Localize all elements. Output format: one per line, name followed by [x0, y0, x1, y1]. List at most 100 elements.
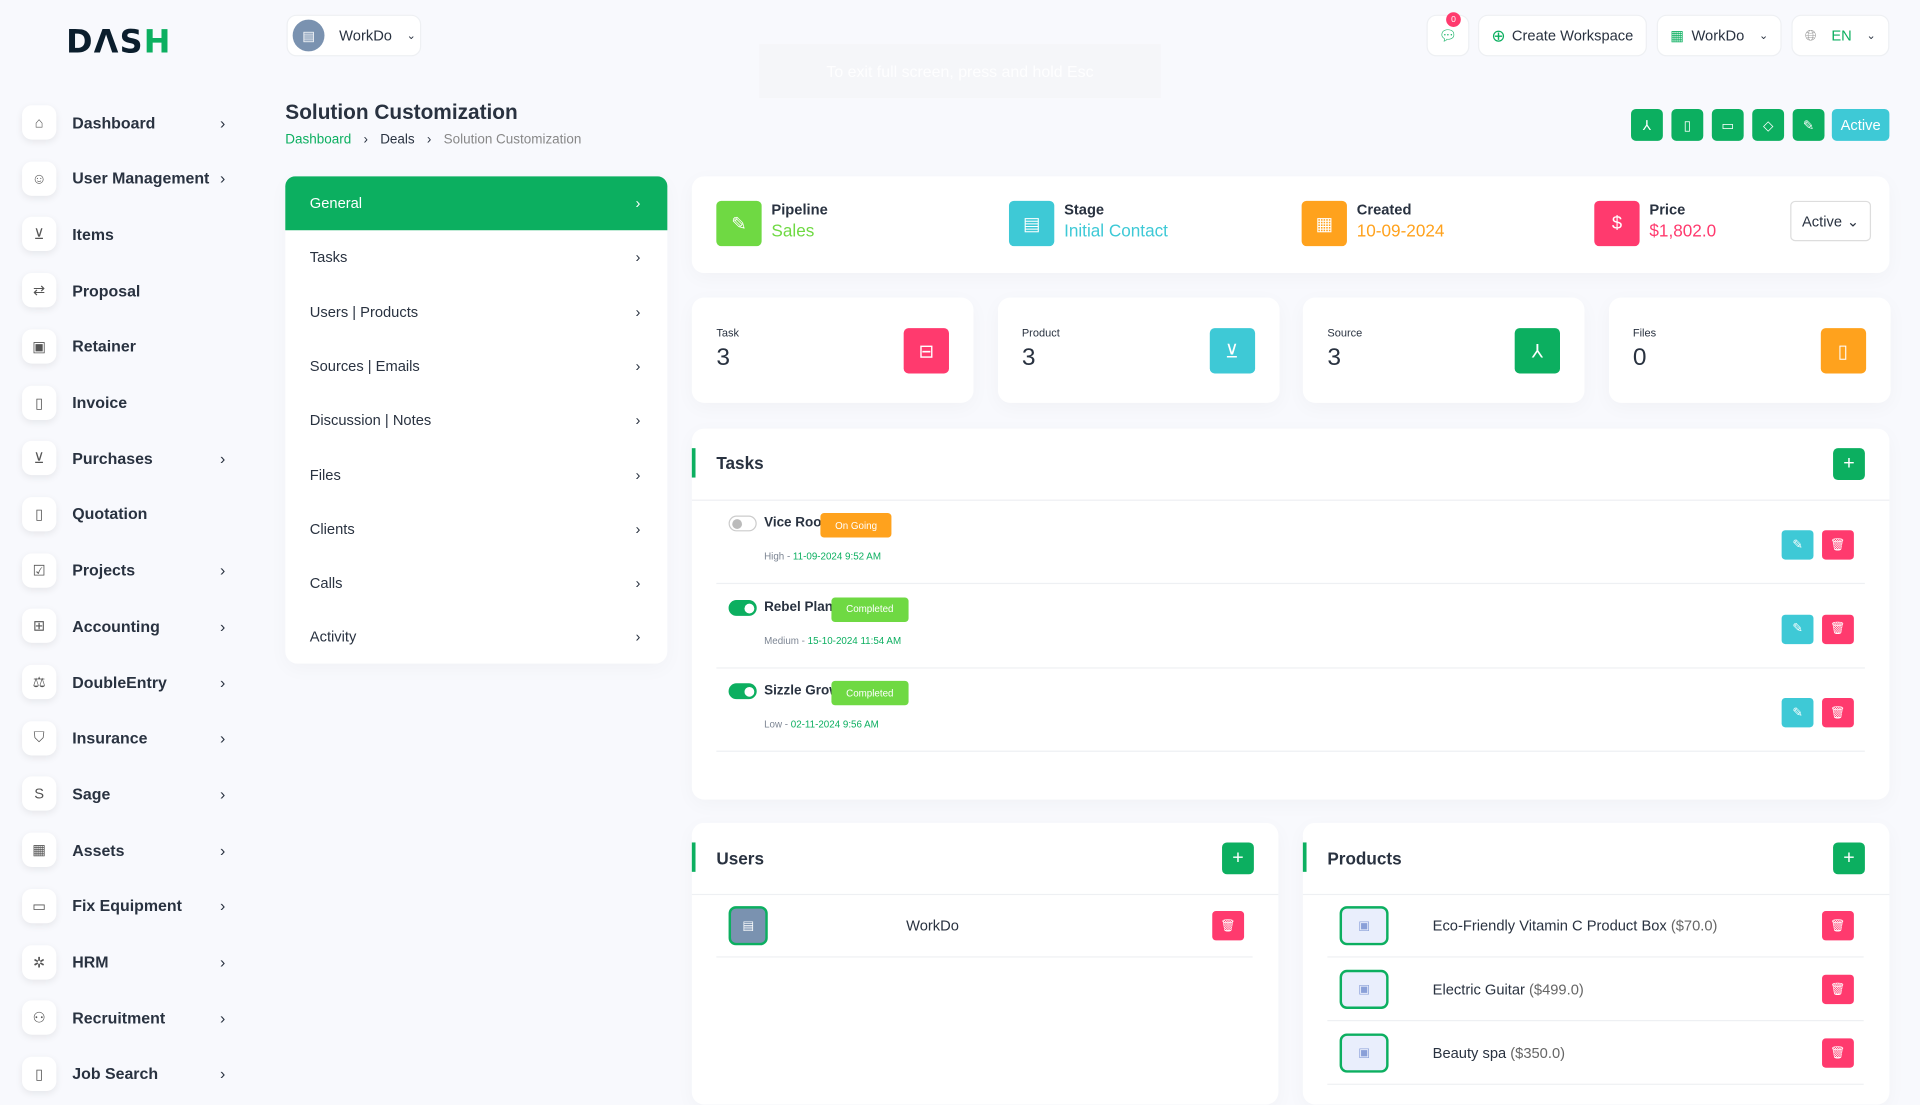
- calculator-icon: ▦: [22, 832, 57, 868]
- sidebar-item-user-management[interactable]: ☺ User Management ›: [22, 160, 230, 197]
- workspace-menu[interactable]: ▦ WorkDo ⌄: [1656, 14, 1782, 57]
- status-button[interactable]: Active: [1831, 108, 1890, 141]
- sidebar-item-doubleentry[interactable]: ⚖ DoubleEntry ›: [22, 664, 230, 701]
- menu-item-users-products[interactable]: Users | Products ›: [285, 285, 667, 339]
- sources-button[interactable]: ⅄: [1631, 108, 1663, 141]
- add-user-button[interactable]: +: [1222, 842, 1254, 875]
- proposal-icon: ⇄: [22, 273, 57, 308]
- chevron-right-icon: ›: [219, 840, 226, 860]
- sidebar-item-sage[interactable]: S Sage ›: [22, 776, 230, 813]
- labels-button[interactable]: ◇: [1752, 108, 1785, 141]
- delete-product-button[interactable]: 🗑︎: [1822, 1038, 1854, 1068]
- create-workspace-button[interactable]: ⊕ Create Workspace: [1477, 14, 1647, 57]
- menu-item-calls[interactable]: Calls ›: [285, 556, 667, 610]
- sidebar-item-insurance[interactable]: ⛉ Insurance ›: [22, 720, 230, 757]
- section-accent: [1302, 842, 1307, 872]
- menu-item-label: Tasks: [309, 248, 348, 267]
- file-icon: ▯: [22, 497, 57, 532]
- product-title: Eco-Friendly Vitamin C Product Box: [1432, 917, 1667, 935]
- add-product-button[interactable]: +: [1833, 842, 1865, 875]
- breadcrumb-deals[interactable]: Deals: [380, 132, 415, 147]
- share-icon: ⅄: [1514, 328, 1561, 374]
- chevron-right-icon: ›: [219, 449, 226, 468]
- stat-card-source: Source 3 ⅄: [1302, 297, 1585, 403]
- sidebar-item-accounting[interactable]: ⊞ Accounting ›: [22, 608, 230, 645]
- trash-icon: 🗑︎: [1830, 1046, 1846, 1060]
- sidebar-item-quotation[interactable]: ▯ Quotation: [22, 496, 230, 533]
- image-icon: ▣: [1339, 969, 1389, 1009]
- delete-product-button[interactable]: 🗑︎: [1822, 974, 1854, 1005]
- task-status-badge: On Going: [820, 513, 892, 538]
- task-date: 15-10-2024 11:54 AM: [807, 634, 902, 646]
- files-button[interactable]: ▯: [1671, 108, 1704, 141]
- menu-item-clients[interactable]: Clients ›: [285, 502, 667, 556]
- dash-logo[interactable]: DΛSH: [66, 24, 172, 62]
- product-name: Beauty spa ($350.0): [1433, 1044, 1565, 1061]
- sidebar-item-label: Sage: [72, 784, 111, 804]
- workspace-selector[interactable]: ▤ WorkDo ⌄: [286, 14, 422, 57]
- deal-info-card: ✎ Pipeline Sales ▤ Stage Initial Contact ▦ Cr…: [691, 176, 1890, 274]
- sidebar-item-fix-equipment[interactable]: ▭ Fix Equipment ›: [22, 888, 230, 925]
- user-plus-icon: ⚇: [22, 1000, 57, 1035]
- sidebar-item-job-search[interactable]: ▯ Job Search ›: [22, 1055, 230, 1092]
- calls-button[interactable]: ▭: [1711, 108, 1744, 141]
- menu-item-discussion-notes[interactable]: Discussion | Notes ›: [285, 393, 667, 447]
- divider: [691, 499, 1890, 501]
- sidebar-item-dashboard[interactable]: ⌂ Dashboard ›: [22, 104, 230, 141]
- sidebar-item-hrm[interactable]: ✲ HRM ›: [22, 943, 230, 980]
- sidebar-item-label: Accounting: [72, 616, 160, 636]
- deal-section-menu: General › Tasks › Users | Products › Sources |…: [285, 176, 668, 664]
- breadcrumb-dashboard[interactable]: Dashboard: [285, 132, 352, 147]
- menu-item-sources-emails[interactable]: Sources | Emails ›: [285, 339, 667, 393]
- server-icon: ▤: [1008, 200, 1055, 247]
- sidebar-item-invoice[interactable]: ▯ Invoice: [22, 384, 230, 421]
- pencil-icon: ✎: [716, 200, 762, 247]
- task-complete-toggle[interactable]: [728, 683, 757, 700]
- menu-item-general[interactable]: General ›: [285, 176, 668, 231]
- archive-icon: ▭: [22, 888, 57, 924]
- delete-product-button[interactable]: 🗑︎: [1822, 911, 1854, 941]
- sidebar-item-retainer[interactable]: ▣ Retainer: [22, 328, 230, 365]
- tag-icon: ◇: [1762, 118, 1774, 133]
- task-complete-toggle[interactable]: [728, 599, 757, 616]
- stage-label: Stage: [1064, 200, 1105, 218]
- add-task-button[interactable]: +: [1833, 448, 1865, 481]
- sidebar-item-label: DoubleEntry: [72, 672, 167, 692]
- edit-task-button[interactable]: ✎: [1781, 530, 1814, 560]
- fullscreen-notice: To exit full screen, press and hold Esc: [759, 44, 1161, 98]
- messages-button[interactable]: 💬︎ 0: [1426, 12, 1470, 57]
- chevron-right-icon: ›: [635, 628, 641, 646]
- sidebar-item-label: Fix Equipment: [72, 896, 182, 916]
- edit-task-button[interactable]: ✎: [1781, 697, 1814, 728]
- task-priority: Medium: [764, 634, 799, 646]
- sidebar-item-label: Retainer: [72, 337, 136, 356]
- language-selector[interactable]: 🌐︎ EN ⌄: [1791, 14, 1890, 57]
- menu-item-tasks[interactable]: Tasks ›: [285, 231, 667, 285]
- tasks-card: Tasks + Vice Root On Going High - 11-09-…: [691, 428, 1890, 800]
- sidebar-item-projects[interactable]: ☑ Projects ›: [22, 552, 230, 589]
- delete-task-button[interactable]: 🗑︎: [1822, 614, 1854, 644]
- delete-task-button[interactable]: 🗑︎: [1822, 697, 1854, 728]
- product-name: Electric Guitar ($499.0): [1433, 981, 1584, 998]
- task-complete-toggle[interactable]: [728, 515, 757, 532]
- chevron-right-icon: ›: [219, 672, 226, 692]
- chevron-down-icon: ⌄: [1866, 28, 1876, 42]
- shield-icon: ⛉: [22, 720, 57, 756]
- sidebar-item-purchases[interactable]: ⊻ Purchases ›: [22, 440, 230, 477]
- menu-item-files[interactable]: Files ›: [285, 448, 667, 502]
- menu-item-activity[interactable]: Activity ›: [285, 610, 667, 664]
- sidebar-item-items[interactable]: ⊻ Items: [22, 216, 230, 253]
- delete-task-button[interactable]: 🗑︎: [1822, 530, 1854, 560]
- edit-task-button[interactable]: ✎: [1781, 614, 1814, 644]
- sidebar-item-assets[interactable]: ▦ Assets ›: [22, 832, 230, 869]
- edit-deal-button[interactable]: ✎: [1792, 108, 1825, 141]
- status-select[interactable]: Active ⌄: [1790, 200, 1872, 242]
- delete-user-button[interactable]: 🗑︎: [1212, 911, 1245, 941]
- tasks-title: Tasks: [716, 453, 764, 473]
- stat-label: Files: [1632, 326, 1657, 340]
- pipeline-info: ✎ Pipeline Sales: [716, 200, 828, 247]
- chevron-right-icon: ›: [635, 357, 641, 375]
- sidebar-item-recruitment[interactable]: ⚇ Recruitment ›: [22, 999, 230, 1036]
- product-price: ($70.0): [1670, 917, 1718, 935]
- sidebar-item-proposal[interactable]: ⇄ Proposal: [22, 272, 230, 309]
